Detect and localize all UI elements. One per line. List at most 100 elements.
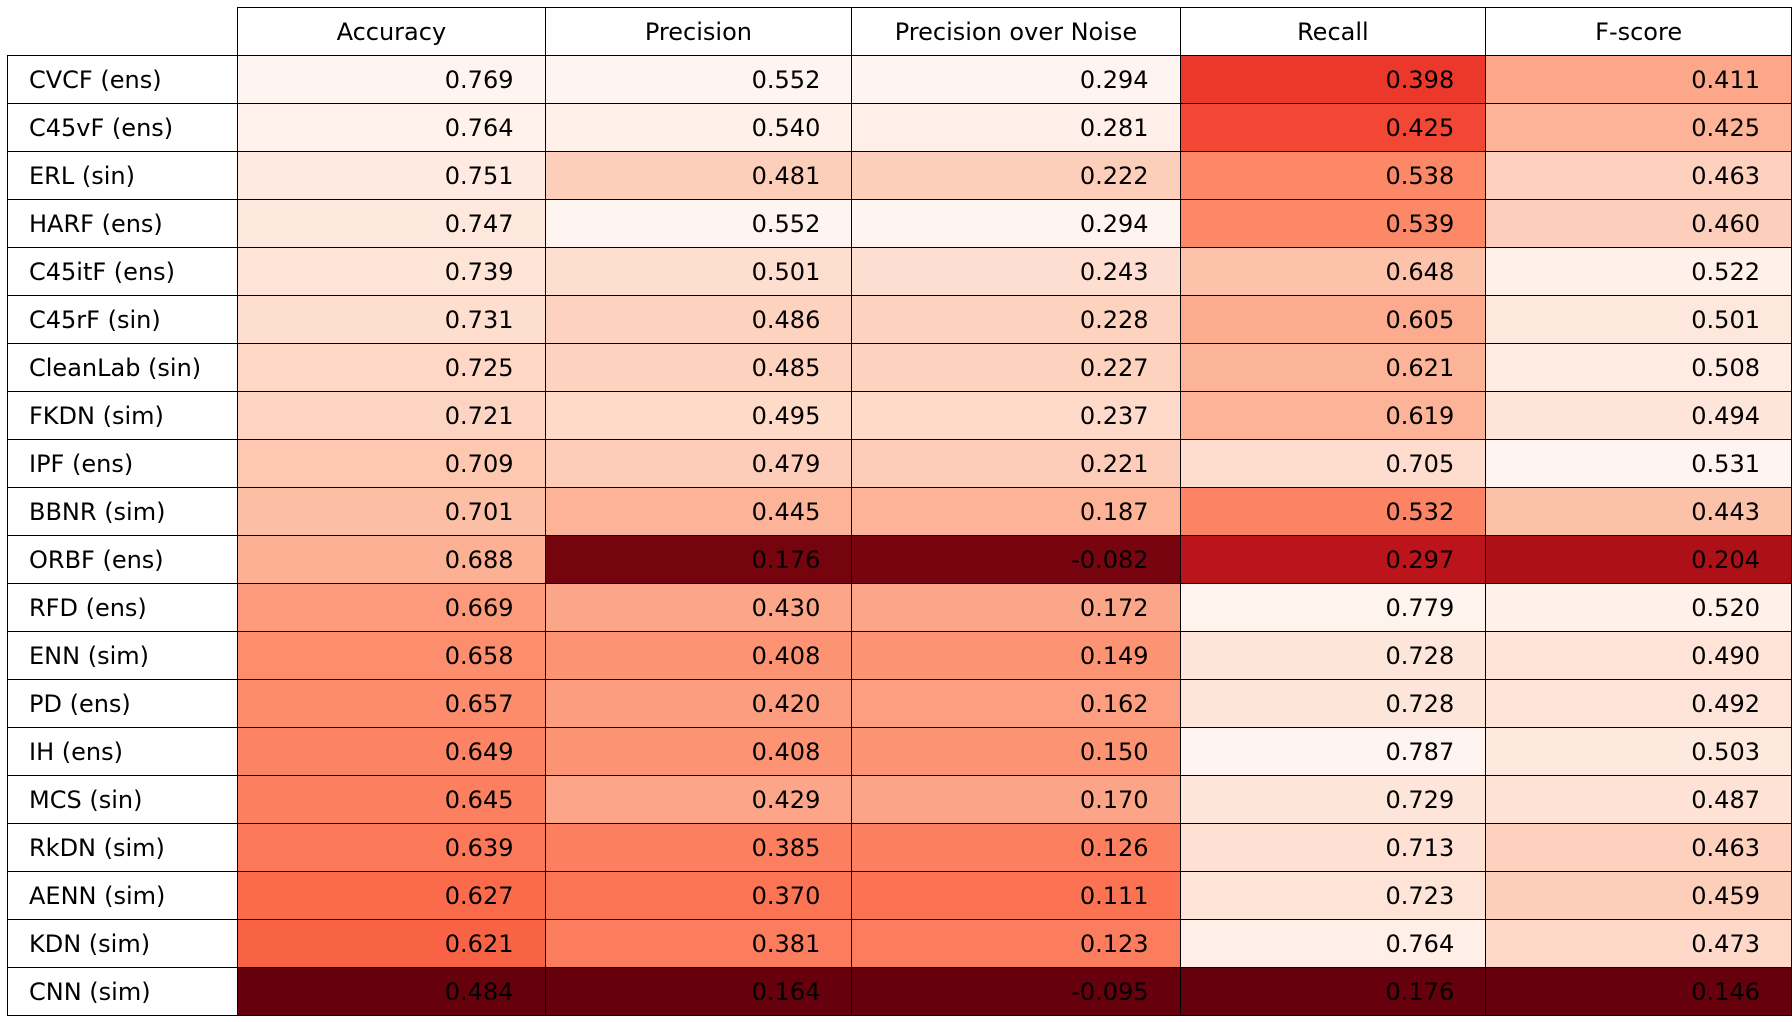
value-cell: 0.473 (1485, 919, 1792, 968)
value-cell: 0.164 (544, 967, 853, 1016)
column-header: F-score (1485, 7, 1792, 56)
row-label: C45rF (sin) (6, 295, 239, 344)
value-cell: 0.370 (544, 871, 853, 920)
value-cell: 0.728 (1179, 679, 1487, 728)
value-cell: 0.657 (237, 679, 546, 728)
value-cell: 0.723 (1179, 871, 1487, 920)
value-cell: 0.123 (851, 919, 1181, 968)
value-cell: 0.162 (851, 679, 1181, 728)
row-label: ENN (sim) (6, 631, 239, 680)
value-cell: 0.150 (851, 727, 1181, 776)
value-cell: 0.430 (544, 583, 853, 632)
column-header: Accuracy (237, 7, 546, 56)
row-label: RFD (ens) (6, 583, 239, 632)
row-label: KDN (sim) (6, 919, 239, 968)
value-cell: 0.669 (237, 583, 546, 632)
value-cell: 0.739 (237, 247, 546, 296)
heatmap-table: Accuracy Precision Precision over Noise Rec… (6, 7, 1792, 1016)
value-cell: 0.126 (851, 823, 1181, 872)
table-row: ERL (sin) 0.751 0.481 0.222 0.538 0.463 (6, 151, 1792, 200)
value-cell: 0.381 (544, 919, 853, 968)
table-row: CleanLab (sin) 0.725 0.485 0.227 0.621 0.508 (6, 343, 1792, 392)
value-cell: 0.779 (1179, 583, 1487, 632)
value-cell: 0.540 (544, 103, 853, 152)
value-cell: 0.725 (237, 343, 546, 392)
value-cell: 0.485 (544, 343, 853, 392)
value-cell: 0.228 (851, 295, 1181, 344)
value-cell: 0.227 (851, 343, 1181, 392)
value-cell: 0.221 (851, 439, 1181, 488)
value-cell: 0.445 (544, 487, 853, 536)
value-cell: 0.294 (851, 199, 1181, 248)
value-cell: 0.460 (1485, 199, 1792, 248)
value-cell: 0.243 (851, 247, 1181, 296)
value-cell: 0.627 (237, 871, 546, 920)
value-cell: 0.408 (544, 631, 853, 680)
corner-cell (8, 8, 238, 56)
value-cell: 0.769 (237, 55, 546, 104)
value-cell: 0.721 (237, 391, 546, 440)
value-cell: 0.688 (237, 535, 546, 584)
table-row: FKDN (sim) 0.721 0.495 0.237 0.619 0.494 (6, 391, 1792, 440)
value-cell: 0.294 (851, 55, 1181, 104)
value-cell: 0.621 (237, 919, 546, 968)
value-cell: 0.728 (1179, 631, 1487, 680)
value-cell: 0.501 (544, 247, 853, 296)
table-row: MCS (sin) 0.645 0.429 0.170 0.729 0.487 (6, 775, 1792, 824)
value-cell: 0.487 (1485, 775, 1792, 824)
value-cell: 0.713 (1179, 823, 1487, 872)
row-label: FKDN (sim) (6, 391, 239, 440)
value-cell: 0.204 (1485, 535, 1792, 584)
row-label: C45itF (ens) (6, 247, 239, 296)
row-label: RkDN (sim) (6, 823, 239, 872)
value-cell: 0.729 (1179, 775, 1487, 824)
value-cell: 0.645 (237, 775, 546, 824)
value-cell: 0.605 (1179, 295, 1487, 344)
value-cell: 0.538 (1179, 151, 1487, 200)
column-header: Recall (1179, 7, 1487, 56)
value-cell: 0.172 (851, 583, 1181, 632)
value-cell: 0.385 (544, 823, 853, 872)
value-cell: 0.709 (237, 439, 546, 488)
table-row: HARF (ens) 0.747 0.552 0.294 0.539 0.460 (6, 199, 1792, 248)
value-cell: 0.222 (851, 151, 1181, 200)
value-cell: 0.520 (1485, 583, 1792, 632)
value-cell: 0.459 (1485, 871, 1792, 920)
value-cell: 0.751 (237, 151, 546, 200)
value-cell: 0.425 (1179, 103, 1487, 152)
table-row: ORBF (ens) 0.688 0.176 -0.082 0.297 0.204 (6, 535, 1792, 584)
value-cell: 0.490 (1485, 631, 1792, 680)
value-cell: 0.494 (1485, 391, 1792, 440)
table-row: IPF (ens) 0.709 0.479 0.221 0.705 0.531 (6, 439, 1792, 488)
row-label: BBNR (sim) (6, 487, 239, 536)
table-row: CVCF (ens) 0.769 0.552 0.294 0.398 0.411 (6, 55, 1792, 104)
value-cell: 0.425 (1485, 103, 1792, 152)
value-cell: 0.297 (1179, 535, 1487, 584)
header-row: Accuracy Precision Precision over Noise Rec… (8, 7, 1792, 56)
row-label: CleanLab (sin) (6, 343, 239, 392)
row-label: IH (ens) (6, 727, 239, 776)
row-label: ORBF (ens) (6, 535, 239, 584)
table-row: RkDN (sim) 0.639 0.385 0.126 0.713 0.463 (6, 823, 1792, 872)
table-row: ENN (sim) 0.658 0.408 0.149 0.728 0.490 (6, 631, 1792, 680)
row-label: CVCF (ens) (6, 55, 239, 104)
value-cell: 0.486 (544, 295, 853, 344)
table-row: RFD (ens) 0.669 0.430 0.172 0.779 0.520 (6, 583, 1792, 632)
table-row: CNN (sim) 0.484 0.164 -0.095 0.176 0.146 (6, 967, 1792, 1016)
value-cell: 0.639 (237, 823, 546, 872)
value-cell: 0.648 (1179, 247, 1487, 296)
value-cell: 0.787 (1179, 727, 1487, 776)
value-cell: 0.531 (1485, 439, 1792, 488)
value-cell: 0.281 (851, 103, 1181, 152)
value-cell: 0.764 (237, 103, 546, 152)
value-cell: 0.508 (1485, 343, 1792, 392)
value-cell: 0.481 (544, 151, 853, 200)
table-row: BBNR (sim) 0.701 0.445 0.187 0.532 0.443 (6, 487, 1792, 536)
table-row: C45vF (ens) 0.764 0.540 0.281 0.425 0.425 (6, 103, 1792, 152)
value-cell: 0.463 (1485, 823, 1792, 872)
value-cell: 0.621 (1179, 343, 1487, 392)
value-cell: 0.492 (1485, 679, 1792, 728)
column-header: Precision over Noise (851, 7, 1181, 56)
column-header: Precision (544, 7, 853, 56)
value-cell: 0.649 (237, 727, 546, 776)
